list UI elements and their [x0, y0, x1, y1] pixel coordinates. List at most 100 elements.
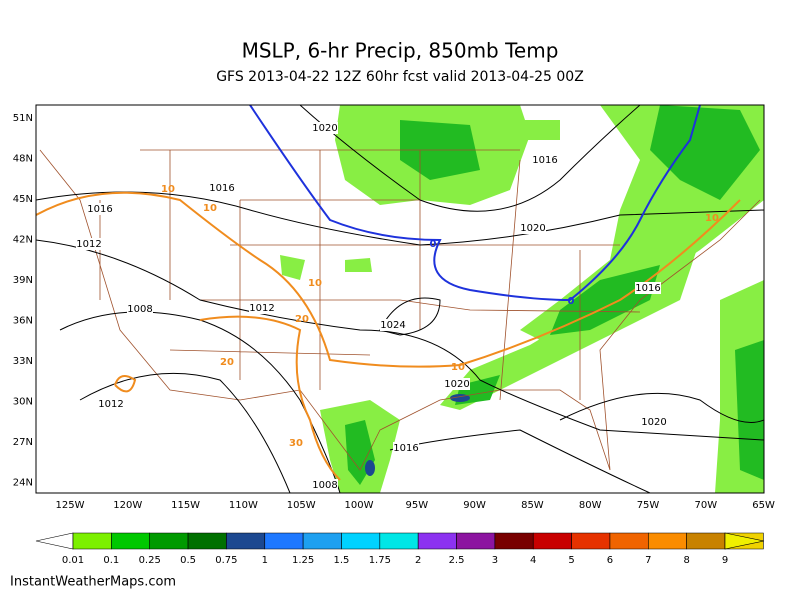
colorbar: 0.01 0.1 0.25 0.5 0.75 1 1.25 1.5 1.75 2 2.5 3 4 5 6 7 8…: [35, 532, 765, 566]
colorbar-label: 8: [683, 555, 689, 566]
lat-label: 30N: [13, 397, 33, 408]
lat-label: 39N: [13, 275, 33, 286]
temp-label: 20: [295, 314, 309, 325]
temp-label: 10: [161, 184, 175, 195]
freezing-line: [249, 105, 701, 302]
colorbar-label: 3: [492, 555, 498, 566]
colorbar-cell: [724, 532, 765, 550]
label-bg: [393, 442, 419, 454]
isobar-label: 1016: [209, 183, 234, 194]
colorbar-cell: [417, 532, 457, 550]
colorbar-label: 1.75: [369, 555, 391, 566]
colorbar-cell: [111, 532, 151, 550]
label-bg: [635, 282, 661, 294]
lon-label: 100W: [345, 500, 374, 511]
isobar-label: 1020: [520, 223, 545, 234]
label-bg: [98, 398, 124, 410]
subtitle: GFS 2013-04-22 12Z 60hr fcst valid 2013-…: [216, 69, 584, 85]
colorbar-label: 1.25: [292, 555, 314, 566]
colorbar-label: 0.1: [103, 555, 119, 566]
label-bg: [444, 378, 470, 390]
isobar-label: 1012: [76, 239, 101, 250]
labels: 51N 48N 45N 42N 39N 36N 33N 30N 27N 24N 125W 120W 11…: [13, 113, 775, 511]
isobar-label: 1020: [444, 379, 469, 390]
colorbar-cell: [379, 532, 419, 550]
isobar-label: 1020: [641, 417, 666, 428]
lon-label: 80W: [579, 500, 602, 511]
lon-label: 110W: [229, 500, 258, 511]
colorbar-label: 0.25: [139, 555, 161, 566]
temp-label: 0: [430, 239, 437, 250]
colorbar-label: 0.5: [180, 555, 196, 566]
colorbar-label: 4: [530, 555, 536, 566]
temp-label: 10: [705, 213, 719, 224]
colorbar-cell: [341, 532, 381, 550]
label-bg: [87, 203, 113, 215]
lat-label: 24N: [13, 478, 33, 489]
colorbar-cell: [302, 532, 342, 550]
isobar-label: 1012: [249, 303, 274, 314]
lon-label: 70W: [694, 500, 717, 511]
lon-label: 120W: [113, 500, 142, 511]
label-bg: [312, 479, 338, 491]
lat-label: 36N: [13, 316, 33, 327]
colorbar-label: 6: [607, 555, 613, 566]
lat-label: 45N: [13, 194, 33, 205]
colorbar-label: 1: [262, 555, 268, 566]
colorbar-cell: [149, 532, 189, 550]
isobar-label: 1016: [393, 443, 418, 454]
lon-label: 125W: [56, 500, 85, 511]
map-area: [36, 105, 764, 493]
colorbar-cell: [494, 532, 534, 550]
temp-label: 0: [568, 296, 575, 307]
label-bg: [641, 416, 667, 428]
lon-label: 75W: [637, 500, 660, 511]
isobar-label: 1016: [635, 283, 660, 294]
isobar-label: 1020: [312, 123, 337, 134]
colorbar-cell: [609, 532, 649, 550]
temp-label: 10: [451, 362, 465, 373]
colorbar-cell: [686, 532, 726, 550]
label-bg: [520, 222, 546, 234]
lat-label: 27N: [13, 437, 33, 448]
colorbar-cell: [72, 532, 112, 550]
label-bg: [249, 302, 275, 314]
label-bg: [532, 154, 558, 166]
temp-label: 20: [220, 357, 234, 368]
colorbar-cell: [226, 532, 266, 550]
lon-label: 85W: [521, 500, 544, 511]
isobar-label: 1016: [87, 204, 112, 215]
lon-label: 115W: [171, 500, 200, 511]
lat-label: 51N: [13, 113, 33, 124]
temp-label: 10: [308, 278, 322, 289]
lon-label: 65W: [752, 500, 775, 511]
colorbar-label: 1.5: [334, 555, 350, 566]
colorbar-label: 5: [568, 555, 574, 566]
colorbar-cell: [187, 532, 227, 550]
temp-label: 10: [203, 203, 217, 214]
colorbar-cell: [35, 532, 74, 550]
label-bg: [209, 182, 235, 194]
lat-label: 42N: [13, 235, 33, 246]
lon-label: 90W: [463, 500, 486, 511]
isobar-label: 1016: [532, 155, 557, 166]
lat-label: 48N: [13, 154, 33, 165]
label-bg: [76, 238, 102, 250]
label-bg: [312, 122, 338, 134]
colorbar-label: 7: [645, 555, 651, 566]
isobar-label: 1024: [380, 320, 405, 331]
borders: [39, 149, 761, 471]
lat-label: 33N: [13, 356, 33, 367]
colorbar-cell: [647, 532, 687, 550]
colorbar-label: 9: [722, 555, 728, 566]
colorbar-cell: [456, 532, 496, 550]
map-frame: [35, 104, 765, 494]
lon-label: 95W: [405, 500, 428, 511]
colorbar-label: 2: [415, 555, 421, 566]
isobar-label: 1008: [312, 480, 337, 491]
lon-label: 105W: [287, 500, 316, 511]
label-bg: [380, 319, 406, 331]
isobar-label: 1008: [127, 304, 152, 315]
colorbar-label: 0.75: [215, 555, 237, 566]
